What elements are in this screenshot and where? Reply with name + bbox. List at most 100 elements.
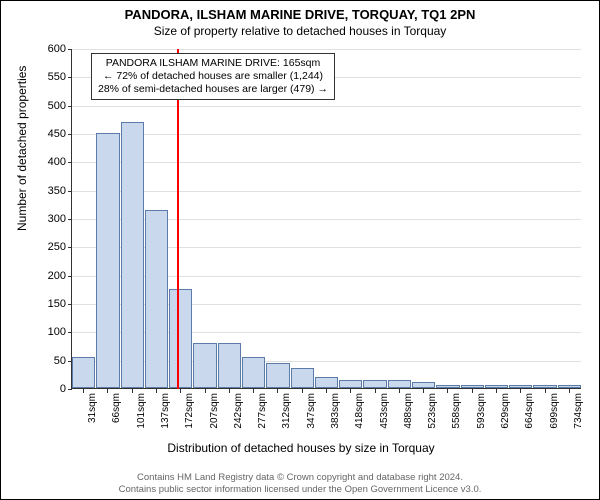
x-tick-mark [520, 389, 521, 393]
y-tick-mark [68, 134, 72, 135]
page-subtitle: Size of property relative to detached ho… [1, 22, 599, 38]
x-tick-label: 418sqm [354, 393, 365, 429]
x-tick-mark [253, 389, 254, 393]
y-tick-label: 600 [48, 43, 66, 55]
x-tick-mark [83, 389, 84, 393]
histogram-bar [533, 385, 556, 388]
x-tick-mark [423, 389, 424, 393]
y-tick-label: 550 [48, 71, 66, 83]
y-tick-mark [68, 247, 72, 248]
x-tick-label: 31sqm [87, 393, 98, 423]
x-tick-mark [569, 389, 570, 393]
x-axis-label: Distribution of detached houses by size … [1, 441, 600, 455]
x-tick-label: 101sqm [136, 393, 147, 429]
histogram-bar [121, 122, 144, 388]
x-tick-label: 312sqm [281, 393, 292, 429]
x-tick-mark [545, 389, 546, 393]
y-tick-mark [68, 49, 72, 50]
x-tick-label: 277sqm [257, 393, 268, 429]
x-tick-mark [205, 389, 206, 393]
histogram-bar [315, 377, 338, 388]
histogram-bar [72, 357, 95, 388]
x-tick-mark [277, 389, 278, 393]
y-tick-label: 350 [48, 185, 66, 197]
x-tick-mark [302, 389, 303, 393]
histogram-bar [339, 380, 362, 389]
histogram-bar [509, 385, 532, 388]
x-tick-label: 593sqm [476, 393, 487, 429]
y-tick-label: 300 [48, 213, 66, 225]
y-tick-label: 400 [48, 156, 66, 168]
footer-line-2: Contains public sector information licen… [1, 484, 599, 495]
y-tick-mark [68, 77, 72, 78]
histogram-bar [363, 380, 386, 389]
x-tick-mark [156, 389, 157, 393]
x-tick-label: 734sqm [573, 393, 584, 429]
y-tick-label: 450 [48, 128, 66, 140]
y-tick-mark [68, 162, 72, 163]
y-tick-label: 50 [54, 355, 66, 367]
gridline [72, 191, 581, 192]
y-tick-label: 0 [60, 383, 66, 395]
histogram-bar [558, 385, 581, 388]
y-tick-label: 200 [48, 270, 66, 282]
annotation-line-2: ← 72% of detached houses are smaller (1,… [98, 70, 328, 83]
page-title: PANDORA, ILSHAM MARINE DRIVE, TORQUAY, T… [1, 1, 599, 22]
histogram-bar [485, 385, 508, 388]
histogram-bar [145, 210, 168, 389]
histogram-bar [193, 343, 216, 388]
x-tick-mark [472, 389, 473, 393]
y-tick-label: 500 [48, 100, 66, 112]
gridline [72, 49, 581, 50]
y-tick-mark [68, 389, 72, 390]
x-tick-label: 629sqm [500, 393, 511, 429]
x-tick-label: 347sqm [306, 393, 317, 429]
x-tick-label: 207sqm [209, 393, 220, 429]
footer: Contains HM Land Registry data © Crown c… [1, 472, 599, 495]
histogram-bar [388, 380, 411, 389]
histogram-bar [218, 343, 241, 388]
x-tick-mark [229, 389, 230, 393]
histogram-bar [412, 382, 435, 388]
histogram-bar [291, 368, 314, 388]
x-tick-mark [399, 389, 400, 393]
x-tick-mark [107, 389, 108, 393]
x-tick-label: 558sqm [451, 393, 462, 429]
y-tick-mark [68, 191, 72, 192]
x-tick-mark [132, 389, 133, 393]
footer-line-1: Contains HM Land Registry data © Crown c… [1, 472, 599, 483]
x-tick-label: 699sqm [549, 393, 560, 429]
x-tick-label: 383sqm [330, 393, 341, 429]
x-tick-mark [375, 389, 376, 393]
x-tick-label: 242sqm [233, 393, 244, 429]
x-tick-mark [350, 389, 351, 393]
annotation-box: PANDORA ILSHAM MARINE DRIVE: 165sqm ← 72… [91, 53, 335, 100]
annotation-line-1: PANDORA ILSHAM MARINE DRIVE: 165sqm [98, 57, 328, 70]
histogram-bar [266, 363, 289, 389]
x-tick-mark [326, 389, 327, 393]
gridline [72, 134, 581, 135]
histogram-bar [461, 385, 484, 388]
chart-area: 050100150200250300350400450500550600 PAN… [71, 49, 581, 419]
histogram-bar [436, 385, 459, 388]
gridline [72, 106, 581, 107]
y-tick-label: 150 [48, 298, 66, 310]
y-tick-label: 250 [48, 241, 66, 253]
histogram-bar [96, 133, 119, 388]
y-axis-label: Number of detached properties [15, 66, 29, 231]
y-tick-mark [68, 219, 72, 220]
y-tick-mark [68, 106, 72, 107]
annotation-line-3: 28% of semi-detached houses are larger (… [98, 83, 328, 96]
x-tick-label: 664sqm [524, 393, 535, 429]
gridline [72, 162, 581, 163]
y-tick-mark [68, 276, 72, 277]
x-tick-mark [496, 389, 497, 393]
histogram-bar [242, 357, 265, 388]
y-tick-mark [68, 332, 72, 333]
x-tick-label: 172sqm [184, 393, 195, 429]
x-tick-label: 66sqm [111, 393, 122, 423]
x-tick-mark [180, 389, 181, 393]
x-tick-label: 488sqm [403, 393, 414, 429]
x-tick-label: 137sqm [160, 393, 171, 429]
x-tick-label: 523sqm [427, 393, 438, 429]
